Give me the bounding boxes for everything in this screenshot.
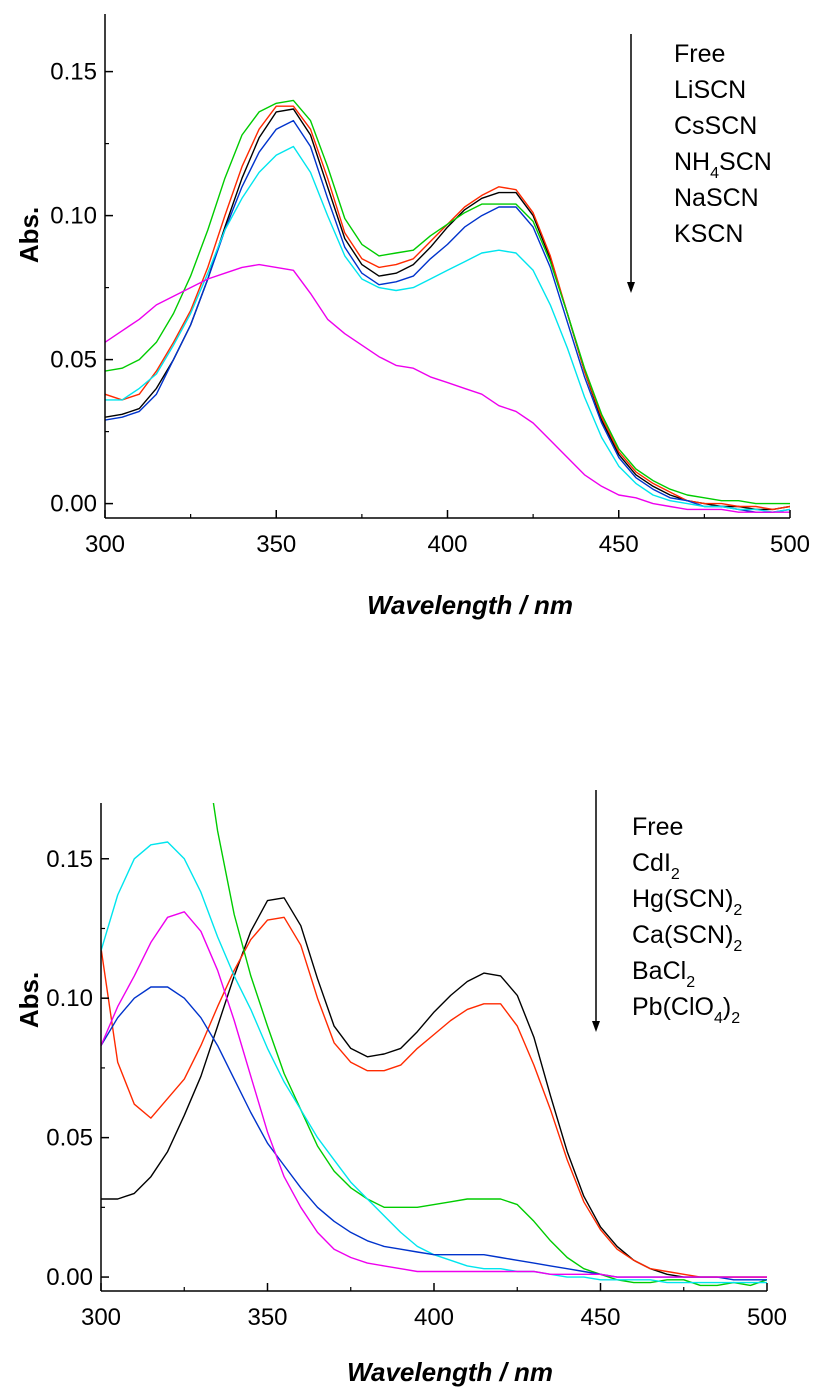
series-blue [105, 119, 790, 513]
series-red [101, 916, 767, 1278]
ticks-layer: 300 350 400 450 500 0.00 0.05 0.10 0.15 [46, 846, 787, 1331]
series-layer [105, 99, 790, 513]
chart-top: 300 350 400 450 500 0.00 0.05 0.10 0.15 Waveleng… [14, 14, 810, 620]
legend-entry: Hg(SCN)2 [632, 885, 742, 919]
x-axis-title: Wavelength / nm [367, 590, 573, 620]
series-cyan [105, 145, 790, 513]
legend-entry: NaSCN [674, 184, 759, 212]
legend-entry: NH4SCN [674, 148, 772, 182]
x-tick-label: 500 [770, 531, 810, 558]
y-tick-label: 0.15 [50, 59, 97, 86]
ticks-layer: 300 350 400 450 500 0.00 0.05 0.10 0.15 [50, 59, 810, 558]
x-tick-label: 400 [427, 531, 467, 558]
y-tick-label: 0.00 [46, 1264, 93, 1291]
x-tick-label: 450 [599, 531, 639, 558]
series-layer [101, 803, 767, 1287]
series-magenta [101, 911, 767, 1278]
legend-entry: LiSCN [674, 76, 746, 104]
x-tick-label: 450 [580, 1304, 620, 1331]
chart-bottom: 300 350 400 450 500 0.00 0.05 0.10 0.15 Waveleng… [14, 790, 787, 1387]
x-tick-label: 300 [85, 531, 125, 558]
x-tick-label: 350 [256, 531, 296, 558]
x-tick-label: 400 [414, 1304, 454, 1331]
series-magenta [105, 263, 790, 513]
y-tick-label: 0.05 [50, 347, 97, 374]
legend-entry: BaCl2 [632, 957, 695, 991]
y-tick-label: 0.10 [46, 985, 93, 1012]
legend-arrow-head [627, 282, 635, 293]
x-tick-label: 350 [247, 1304, 287, 1331]
series-cyan [101, 986, 767, 1281]
y-axis-title: Abs. [14, 207, 44, 263]
y-tick-label: 0.05 [46, 1125, 93, 1152]
legend-entry: Ca(SCN)2 [632, 921, 742, 955]
x-tick-label: 500 [747, 1304, 787, 1331]
legend-entry: Pb(ClO4)2 [632, 993, 740, 1027]
series-black [101, 897, 767, 1278]
y-axis-title: Abs. [14, 972, 44, 1028]
legend-arrow-head [592, 1021, 600, 1032]
y-tick-label: 0.00 [50, 491, 97, 518]
series-green [105, 99, 790, 505]
x-axis-title: Wavelength / nm [347, 1357, 553, 1387]
legend-entry: CdI2 [632, 849, 680, 883]
legend-entry: CsSCN [674, 112, 757, 140]
series-green [212, 803, 767, 1287]
x-tick-label: 300 [81, 1304, 121, 1331]
legend-entry: Free [632, 813, 683, 841]
y-tick-label: 0.10 [50, 203, 97, 230]
y-tick-label: 0.15 [46, 846, 93, 873]
legend-entry: KSCN [674, 220, 743, 248]
legend-entry: Free [674, 40, 725, 68]
